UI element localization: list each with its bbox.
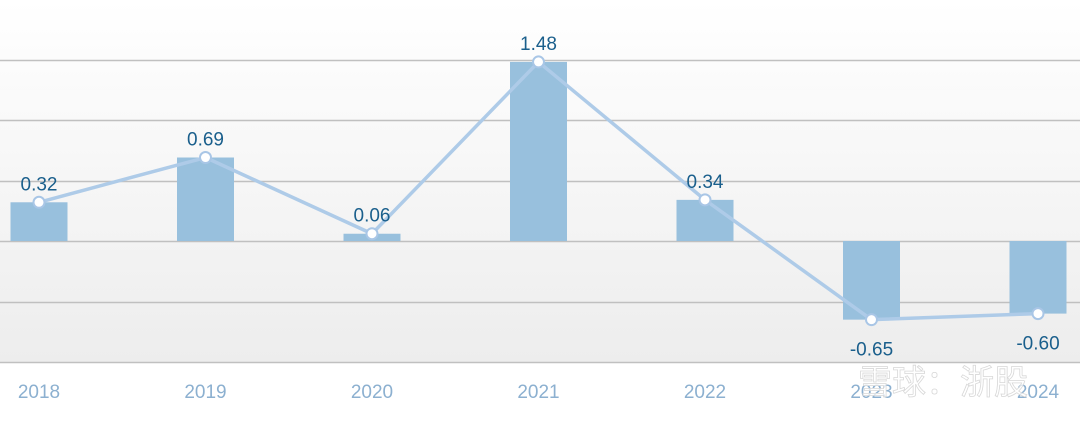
data-label-2018: 0.32	[21, 174, 58, 195]
data-label-2020: 0.06	[354, 206, 391, 227]
x-tick-2023: 2023	[850, 382, 892, 403]
line-point-2023	[865, 313, 878, 327]
data-label-2021: 1.48	[520, 34, 557, 55]
watermark: 雪球：浙股	[858, 363, 1028, 403]
line-point-2021	[532, 55, 545, 69]
data-label-2019: 0.69	[187, 130, 224, 151]
x-tick-2018: 2018	[18, 382, 60, 403]
x-tick-2019: 2019	[184, 382, 226, 403]
x-tick-2024: 2024	[1017, 382, 1060, 403]
data-label-2022: 0.34	[687, 172, 724, 193]
x-tick-2020: 2020	[351, 382, 393, 403]
bar-2022	[676, 199, 734, 241]
line-point-2020	[365, 227, 379, 241]
x-tick-2022: 2022	[684, 382, 726, 403]
line-point-2019	[199, 151, 212, 165]
line-point-2022	[698, 193, 712, 207]
line-point-2018	[32, 195, 46, 209]
x-tick-2021: 2021	[517, 382, 559, 403]
bar-2021	[510, 61, 567, 241]
line-series	[32, 55, 1045, 327]
data-labels: 0.32 0.69 0.06 1.48 0.34 -0.65 -0.60	[21, 34, 1060, 361]
bar-series	[10, 61, 1067, 320]
line-point-2024	[1031, 307, 1045, 321]
data-label-2023: -0.65	[850, 340, 893, 361]
bar-2023	[843, 241, 900, 320]
x-axis-ticks: 2018 2019 2020 2021 2022 2023 2024	[18, 382, 1060, 403]
data-label-2024: -0.60	[1016, 334, 1059, 355]
bar-2024	[1009, 241, 1067, 314]
bar-2019	[177, 157, 234, 241]
